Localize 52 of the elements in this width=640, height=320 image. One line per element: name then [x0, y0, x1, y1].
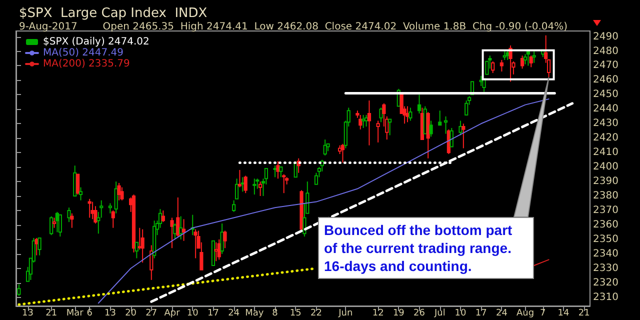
x-tick-label: 21 [578, 308, 590, 318]
x-tick-label: Mar [66, 308, 84, 318]
x-tick-label: 27 [146, 308, 158, 318]
y-tick-label: 2340 [593, 248, 618, 260]
x-tick-label: 10 [186, 308, 199, 318]
legend-label: MA(200) 2335.79 [43, 58, 130, 70]
y-tick-label: 2440 [593, 104, 618, 115]
y-tick-label: 2400 [593, 162, 618, 173]
x-tick-label: 19 [392, 308, 405, 318]
x-tick-label: 14 [558, 308, 570, 318]
y-tick-label: 2360 [593, 219, 618, 230]
y-tick-label: 2490 [593, 31, 618, 42]
x-tick-label: 22 [310, 308, 322, 318]
x-tick-label: 13 [22, 308, 34, 318]
y-tick-label: 2450 [593, 89, 618, 100]
y-tick-label: 2370 [593, 204, 618, 216]
y-tick-label: 2350 [593, 234, 618, 245]
x-tick-label: 24 [228, 308, 240, 318]
x-tick-label: 13 [104, 308, 116, 318]
x-tick-label: 20 [125, 308, 137, 318]
x-tick-label: May [245, 308, 264, 318]
x-tick-label: Jun [338, 308, 353, 318]
y-tick-label: 2460 [593, 74, 618, 86]
x-tick-label: 12 [372, 308, 384, 318]
x-tick-label: Aug [516, 308, 534, 318]
x-tick-label: Apr [164, 308, 180, 318]
x-tick-label: Jul [433, 308, 446, 318]
y-tick-label: 2310 [593, 292, 618, 303]
y-tick-label: 2410 [593, 147, 618, 158]
chart-title: $SPX Large Cap Index INDX [19, 6, 208, 21]
x-tick-label: 10 [454, 308, 466, 318]
chart-subtitle: 9-Aug-2017 Open 2465.35 High 2474.41 Low 2462.08 Close 2474.02 Volume 1.8B Chg -0.90 (-0.04%) [19, 22, 568, 32]
x-tick-label: 24 [496, 308, 508, 318]
y-tick-label: 2330 [593, 262, 618, 274]
y-tick-label: 2390 [593, 176, 618, 188]
x-tick-label: 15 [290, 308, 302, 318]
x-tick-label: 26 [414, 308, 426, 318]
x-tick-label: 17 [475, 308, 487, 318]
y-tick-label: 2320 [593, 277, 618, 288]
legend-label: $SPX (Daily) 2474.02 [43, 36, 150, 48]
y-tick-label: 2430 [593, 118, 618, 130]
y-tick-label: 2480 [593, 46, 618, 57]
y-tick-label: 2420 [593, 132, 618, 144]
x-tick-label: 7 [540, 308, 546, 318]
annotation: Bounced off the bottom part of the current trading range. 16-days and counting. [318, 217, 534, 279]
y-tick-label: 2380 [593, 190, 618, 202]
x-tick-label: 6 [86, 308, 93, 318]
x-tick-label: 17 [207, 308, 219, 318]
y-tick-label: 2470 [593, 60, 618, 72]
x-tick-label: 21 [46, 308, 58, 318]
x-tick-label: 8 [272, 308, 278, 318]
legend-label: MA(50) 2447.49 [43, 48, 124, 58]
